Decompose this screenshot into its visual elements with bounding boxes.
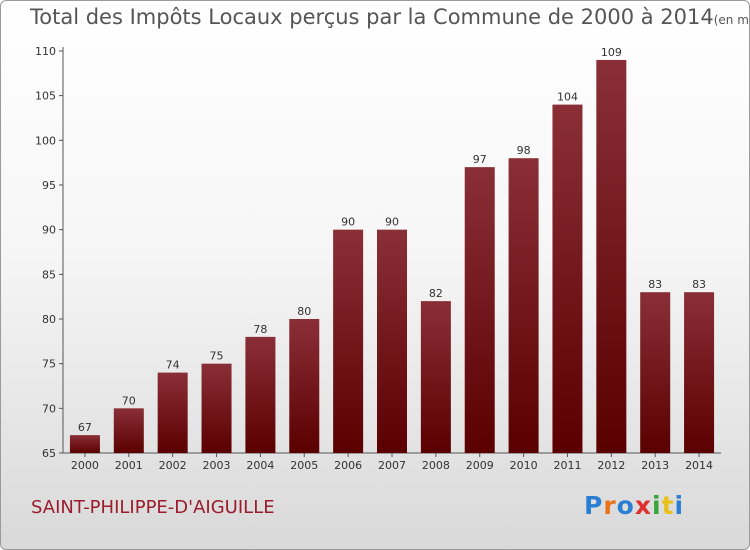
data-label-2013: 83: [648, 278, 662, 291]
bar-2005: [289, 319, 320, 453]
bar-2002: [157, 372, 188, 453]
logo-letter: P: [584, 491, 604, 520]
bar-2011: [552, 104, 583, 453]
bar-2009: [464, 167, 495, 453]
x-tick-label-2007: 2007: [378, 459, 406, 472]
x-tick-label-2005: 2005: [290, 459, 318, 472]
chart-title: Total des Impôts Locaux perçus par la Co…: [30, 5, 749, 29]
bar-2000: [69, 435, 100, 453]
y-tick-label: 100: [35, 134, 56, 147]
y-tick-label: 85: [42, 268, 56, 281]
y-tick-label: 105: [35, 90, 56, 103]
chart-axes: 65 70 75 80 85 90 95 100 105 110: [35, 45, 721, 460]
bar-2004: [245, 336, 276, 453]
chart-title-unit: (en milliers d'€): [713, 13, 749, 27]
logo-letter: i: [674, 491, 685, 520]
x-tick-label-2012: 2012: [597, 459, 625, 472]
y-tick-label: 80: [42, 313, 56, 326]
commune-name: SAINT-PHILIPPE-D'AIGUILLE: [31, 497, 275, 518]
logo-letter: i: [652, 491, 662, 520]
data-label-2014: 83: [692, 278, 706, 291]
x-tick-label-2010: 2010: [510, 459, 538, 472]
logo-letter: o: [616, 491, 635, 520]
x-tick-label-2008: 2008: [422, 459, 450, 472]
proxiti-logo: Proxiti: [584, 491, 684, 520]
x-tick-label-2009: 2009: [466, 459, 494, 472]
data-label-2004: 78: [253, 323, 267, 336]
data-label-2009: 97: [473, 153, 487, 166]
x-tick-label-2014: 2014: [685, 459, 713, 472]
bar-2014: [684, 292, 715, 453]
data-label-2011: 104: [557, 91, 578, 104]
x-tick-label-2011: 2011: [553, 459, 581, 472]
bar-2010: [508, 158, 539, 453]
x-tick-label-2000: 2000: [71, 459, 99, 472]
bar-2013: [640, 292, 671, 453]
x-tick-label-2001: 2001: [115, 459, 143, 472]
bar-2001: [113, 408, 144, 453]
x-tick-label-2013: 2013: [641, 459, 669, 472]
data-label-2000: 67: [78, 421, 92, 434]
y-tick-label: 90: [42, 224, 56, 237]
y-tick-label: 95: [42, 179, 56, 192]
bar-2007: [377, 229, 407, 453]
bar-2012: [596, 59, 627, 453]
data-label-2002: 74: [166, 359, 180, 372]
data-label-2010: 98: [517, 144, 531, 157]
y-tick-label: 75: [42, 358, 56, 371]
chart-title-main: Total des Impôts Locaux perçus par la Co…: [30, 5, 714, 29]
bar-2003: [201, 363, 232, 453]
x-tick-label-2003: 2003: [203, 459, 231, 472]
y-tick-label: 65: [42, 447, 56, 460]
data-label-2006: 90: [341, 216, 355, 229]
chart-labels: 67 2000 70 2001 74 2002 75 2003 78 2004 80 2005 90 20…: [71, 46, 713, 472]
chart-bars: [69, 59, 715, 453]
logo-letter: r: [603, 491, 617, 520]
y-tick-label: 70: [42, 402, 56, 415]
data-label-2012: 109: [601, 46, 622, 59]
y-tick-label: 110: [35, 45, 56, 58]
x-tick-label-2002: 2002: [159, 459, 187, 472]
bar-2006: [333, 229, 364, 453]
logo-letter: x: [634, 491, 652, 520]
data-label-2001: 70: [122, 394, 136, 407]
data-label-2007: 90: [385, 216, 399, 229]
x-tick-label-2004: 2004: [246, 459, 274, 472]
data-label-2005: 80: [297, 305, 311, 318]
data-label-2008: 82: [429, 287, 443, 300]
logo-letter: t: [661, 491, 675, 520]
bar-2008: [420, 301, 451, 453]
x-tick-label-2006: 2006: [334, 459, 362, 472]
data-label-2003: 75: [210, 350, 224, 363]
